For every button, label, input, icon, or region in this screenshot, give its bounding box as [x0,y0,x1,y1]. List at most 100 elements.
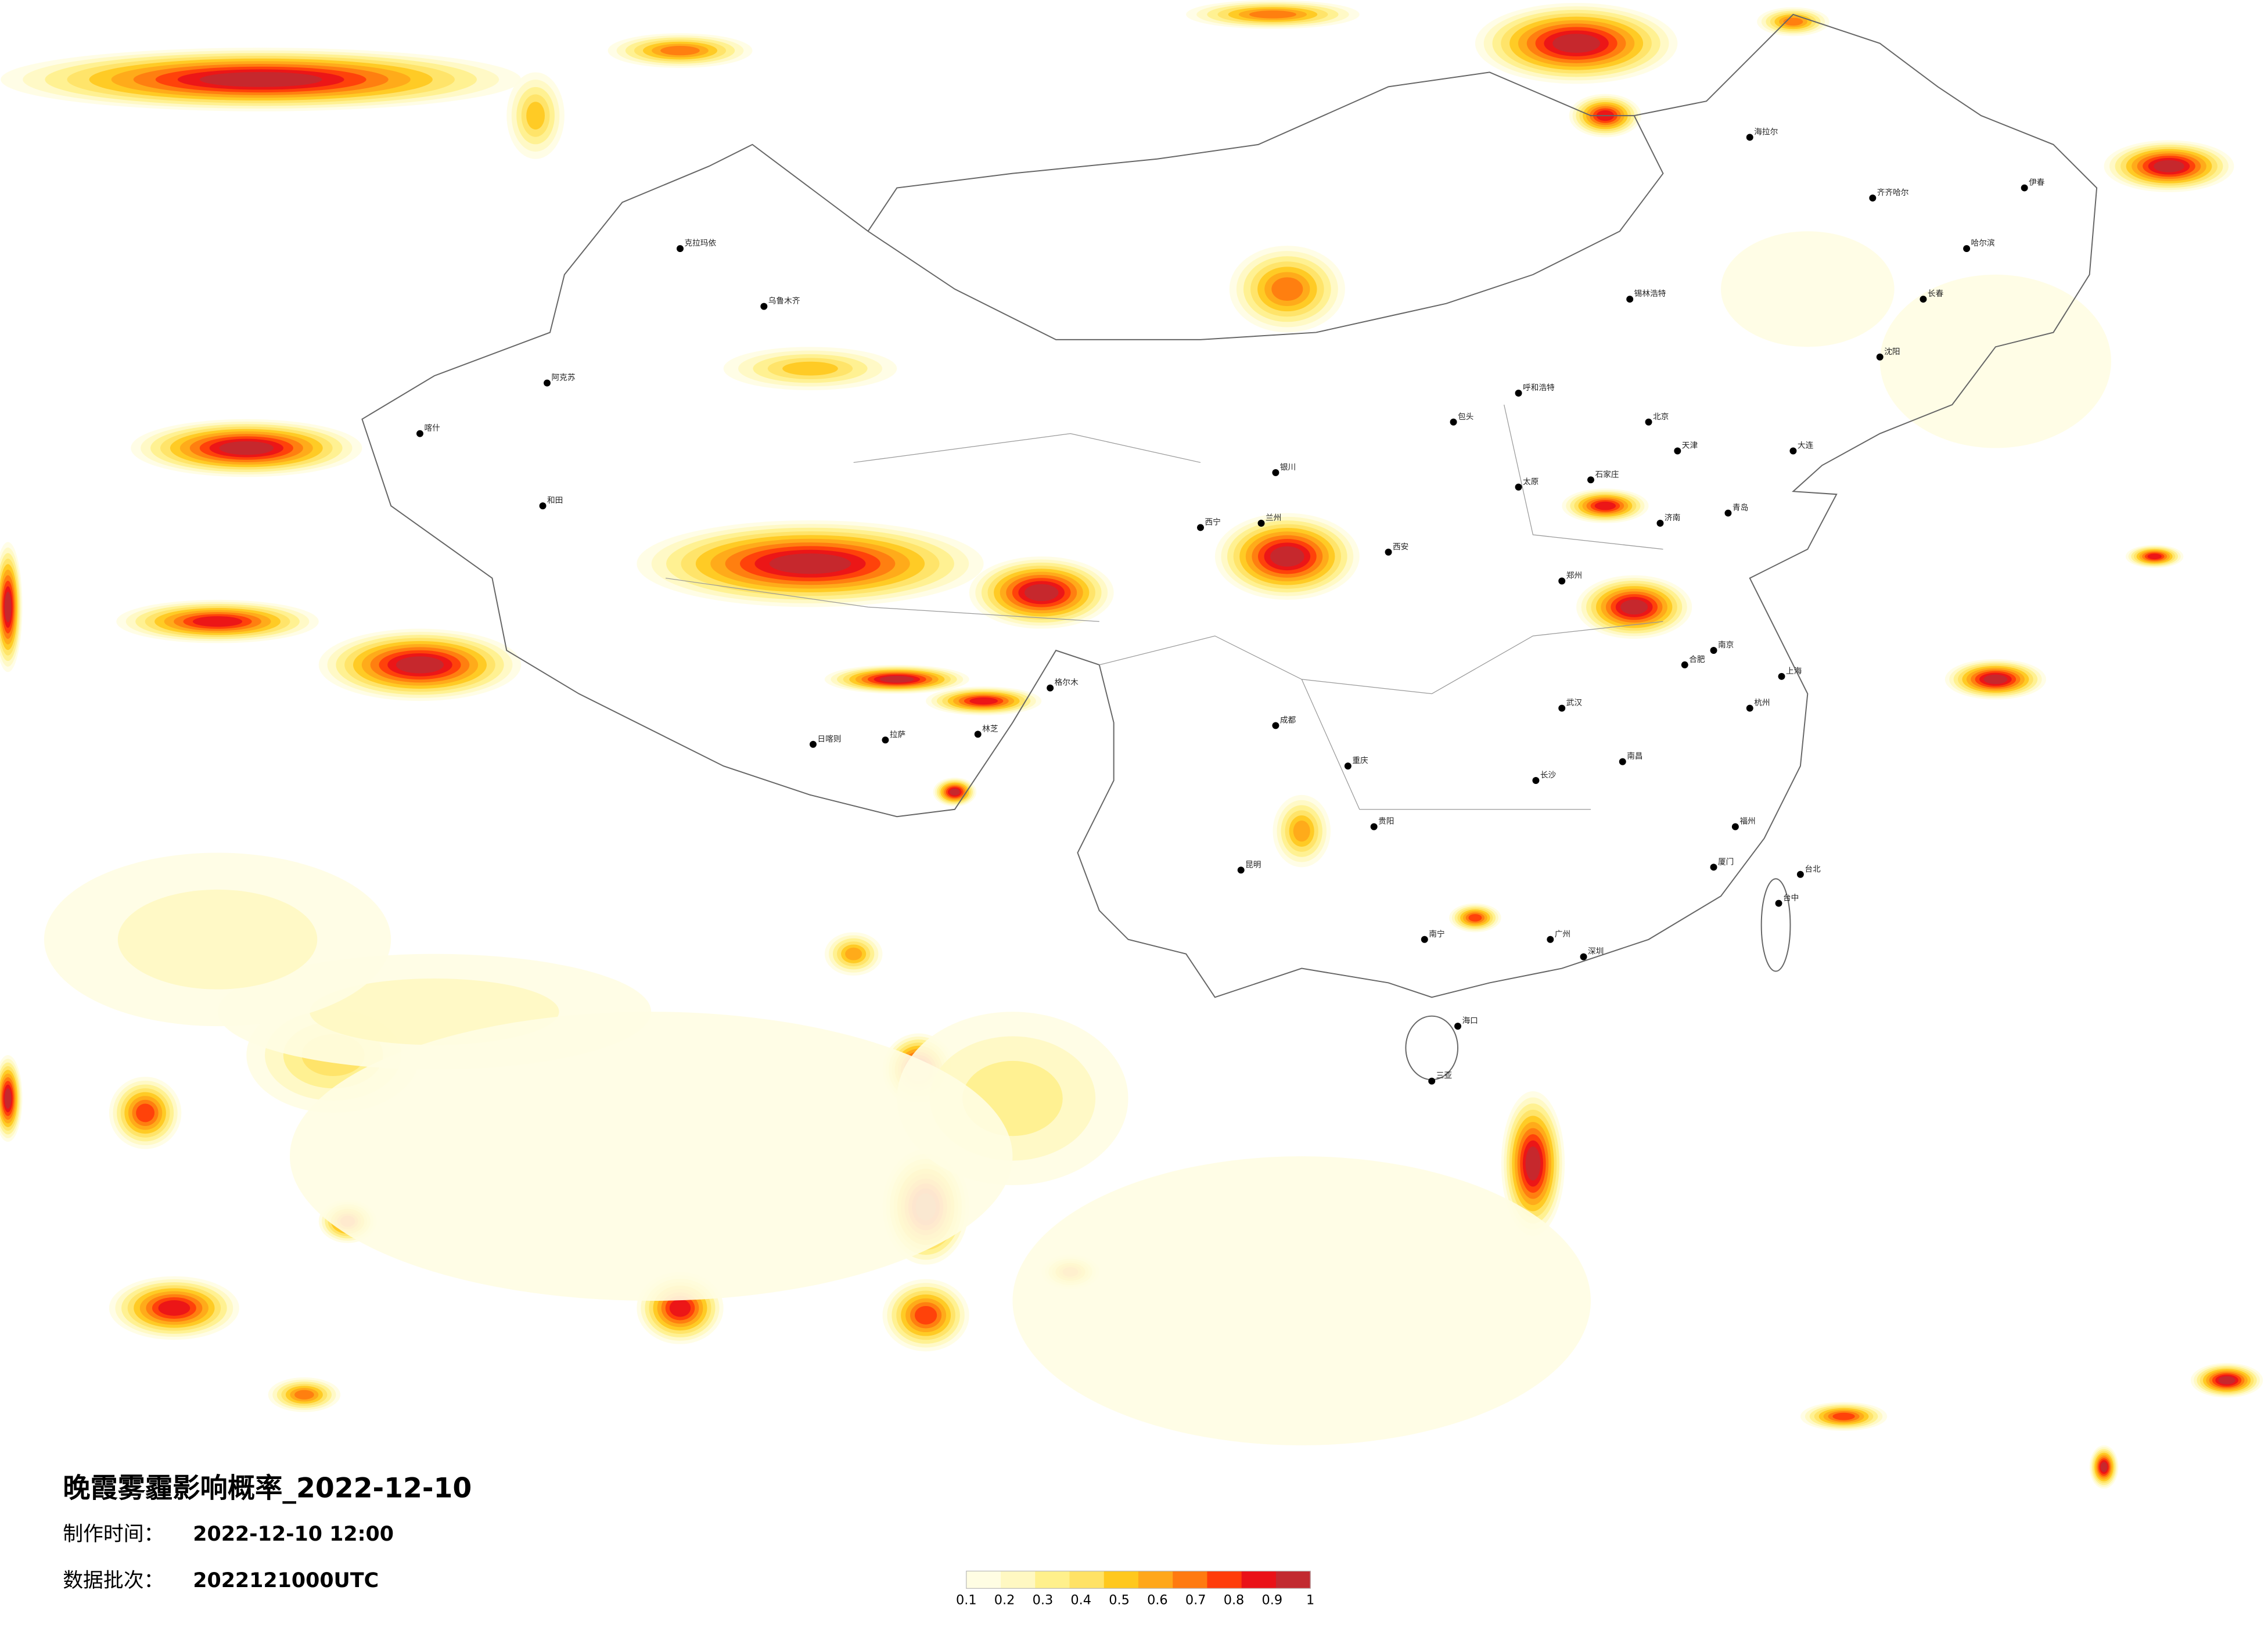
heat-blob [396,656,444,674]
city-dot [1710,864,1717,871]
city-dot [1656,520,1664,527]
city-dot [1515,390,1522,397]
city-label: 昆明 [1245,860,1261,869]
heat-blob [1983,674,2008,684]
legend-swatch [1069,1571,1105,1589]
city-dot [1626,296,1634,303]
heat-blob [1024,584,1059,602]
city-label: 兰州 [1266,513,1281,523]
legend-swatch [966,1571,1001,1589]
heat-blob [845,947,862,961]
city-dot [1876,353,1884,361]
heat-blob [914,1305,937,1325]
heat-blob [1293,820,1310,842]
heat-blob [1012,1156,1591,1445]
heat-blob [117,889,318,990]
city-label: 合肥 [1689,655,1705,664]
heat-blob [199,72,322,87]
city-dot [1344,762,1352,770]
city-dot [1272,722,1279,729]
city-label: 伊春 [2029,178,2045,188]
heat-blob [2147,553,2162,560]
city-dot [974,731,982,738]
heat-blob [669,1299,691,1317]
city-label: 阿克苏 [551,373,575,383]
city-label: 郑州 [1566,571,1582,581]
heat-blob [4,1088,12,1109]
city-label: 哈尔滨 [1971,239,1995,248]
heat-blob [2100,1462,2108,1472]
city-dot [1547,936,1554,943]
city-label: 呼和浩特 [1523,383,1555,393]
city-label: 重庆 [1352,756,1368,765]
city-label: 西安 [1393,542,1408,552]
city-label: 广州 [1555,930,1570,939]
legend-swatch [1173,1571,1208,1589]
city-label: 格尔木 [1055,678,1079,688]
city-dot [1869,195,1877,202]
city-label: 天津 [1682,441,1698,451]
city-dot [544,379,551,387]
heat-blob [289,1012,1013,1301]
city-label: 厦门 [1718,857,1734,866]
city-label: 喀什 [424,424,440,433]
city-dot [1746,134,1753,141]
legend-tick-label: 0.5 [1109,1593,1130,1608]
city-label: 济南 [1665,513,1680,523]
city-dot [1428,1077,1436,1085]
mongolia-outline [867,71,1634,232]
city-dot [809,740,817,748]
city-label: 太原 [1523,477,1539,487]
city-dot [1370,823,1378,830]
city-dot [1674,447,1681,455]
heat-blob [880,675,914,683]
city-dot [760,303,768,310]
heat-blob [219,441,274,455]
city-label: 福州 [1739,817,1755,826]
city-label: 南宁 [1429,929,1444,939]
city-label: 银川 [1280,463,1296,472]
legend-tick-label: 0.7 [1185,1593,1206,1608]
city-dot [1257,520,1265,527]
city-dot [1963,245,1971,253]
city-dot [1558,577,1566,585]
city-label: 台中 [1783,894,1799,903]
heat-blob [1620,599,1648,615]
legend-tick-label: 0.4 [1070,1593,1091,1608]
legend-frame [966,1570,1311,1589]
city-label: 台北 [1805,865,1821,874]
city-label: 日喀则 [817,735,841,744]
made-label: 制作时间： [63,1523,164,1546]
city-label: 乌鲁木齐 [768,297,800,306]
city-label: 西宁 [1205,517,1220,527]
city-dot [1580,953,1587,961]
province-lines [666,404,1663,810]
batch: 2022121000UTC [193,1569,379,1592]
city-dot [1272,469,1279,476]
city-label: 锡林浩特 [1634,289,1666,298]
city-dot [1920,296,1927,303]
city-dot [1587,476,1594,484]
legend-tick-label: 0.8 [1224,1593,1245,1608]
city-dot [1450,418,1457,426]
made-time: 2022-12-10 12:00 [193,1523,394,1546]
heat-blob [294,1390,314,1400]
legend-tick-label: 0.2 [994,1593,1015,1608]
city-label: 武汉 [1566,699,1583,708]
city-dot [1619,758,1626,765]
city-label: 林芝 [982,724,998,733]
heat-blob [950,789,960,796]
city-label: 长沙 [1540,771,1557,780]
city-label: 齐齐哈尔 [1877,188,1909,197]
city-dot [1724,509,1732,517]
legend-tick-label: 0.9 [1262,1593,1283,1608]
legend-swatch [1275,1571,1311,1589]
city-label: 海口 [1462,1016,1478,1026]
city-dot [416,430,423,437]
legend-tick-label: 0.6 [1147,1593,1168,1608]
city-dot [1796,870,1804,878]
city-label: 成都 [1280,715,1296,725]
heat-blob [1594,501,1616,510]
city-label: 南京 [1718,641,1734,650]
